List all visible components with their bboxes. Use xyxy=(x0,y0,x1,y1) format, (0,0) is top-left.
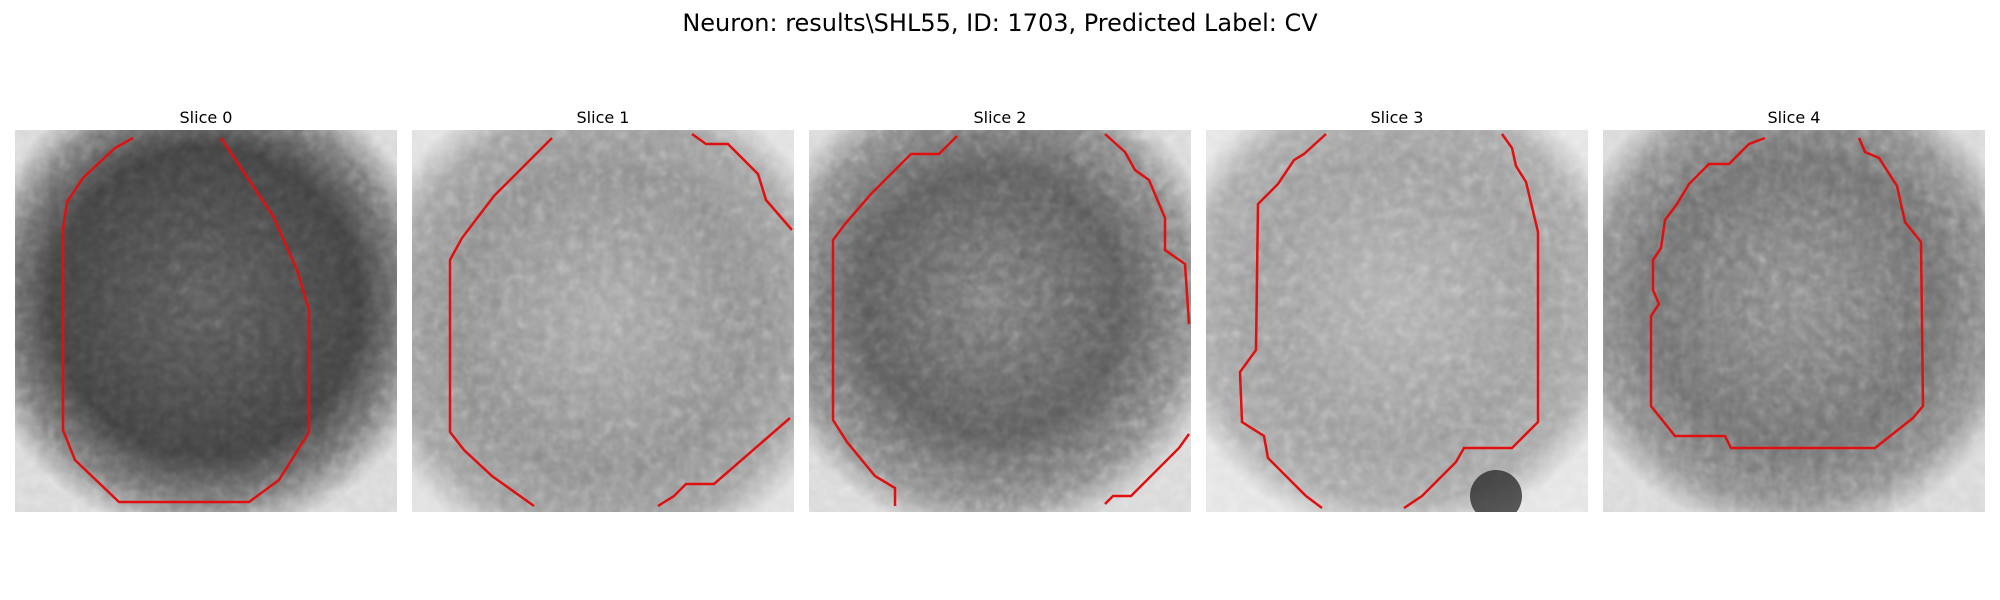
contour-line xyxy=(657,417,791,508)
contour-line xyxy=(1104,433,1191,505)
figure-title: Neuron: results\SHL55, ID: 1703, Predict… xyxy=(682,9,1318,37)
panel-slice-0: Slice 0 xyxy=(15,108,397,512)
panel-slice-1: Slice 1 xyxy=(412,108,794,512)
slice-2-image xyxy=(809,130,1191,512)
slice-1-image xyxy=(412,130,794,512)
contour-line xyxy=(1104,133,1191,325)
panel-title: Slice 0 xyxy=(179,108,233,127)
slice-3-image xyxy=(1206,130,1588,512)
panel-title: Slice 3 xyxy=(1370,108,1424,127)
panel-title: Slice 2 xyxy=(973,108,1027,127)
contour-line xyxy=(61,136,311,504)
contour-line xyxy=(691,132,793,231)
contour-line xyxy=(831,135,958,506)
panel-title: Slice 1 xyxy=(576,108,630,127)
contour-line xyxy=(1238,133,1327,509)
contour-line xyxy=(1403,133,1540,510)
panel-slice-3: Slice 3 xyxy=(1206,108,1588,512)
panel-slice-4: Slice 4 xyxy=(1603,108,1985,512)
contour-line xyxy=(448,137,553,508)
contour-line xyxy=(1649,136,1925,450)
panel-title: Slice 4 xyxy=(1767,108,1821,127)
slice-0-image xyxy=(15,130,397,512)
slice-4-image xyxy=(1603,130,1985,512)
panel-slice-2: Slice 2 xyxy=(809,108,1191,512)
